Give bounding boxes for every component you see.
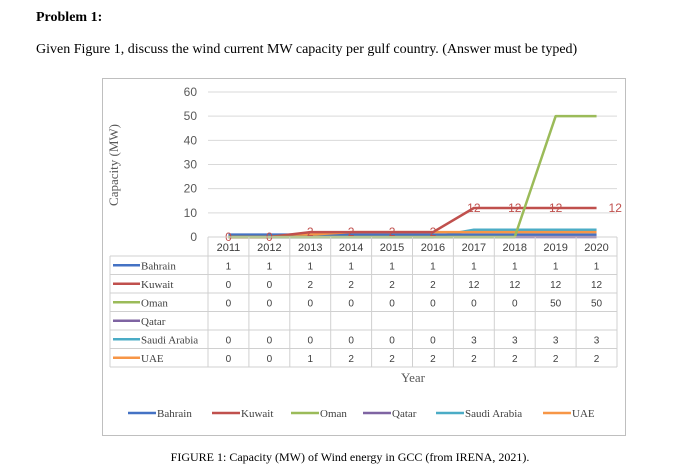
table-cell: 0 [267,298,273,309]
table-cell: 3 [594,335,600,346]
table-cell: 1 [267,261,273,272]
table-cell: 0 [226,280,232,291]
table-cell: 3 [512,335,518,346]
x-tick-label: 2013 [298,242,322,254]
x-tick-label: 2016 [421,242,445,254]
table-row-label: Kuwait [141,279,173,291]
table-cell: 2 [512,354,518,365]
y-tick-label: 60 [184,85,198,99]
table-cell: 0 [430,335,436,346]
table-cell: 0 [348,298,354,309]
table-cell: 50 [550,298,562,309]
table-cell: 0 [389,298,395,309]
table-cell: 0 [267,280,273,291]
figure-caption: FIGURE 1: Capacity (MW) of Wind energy i… [170,450,530,464]
table-cell: 1 [307,354,313,365]
table-cell: 2 [348,280,354,291]
table-cell: 0 [307,335,313,346]
table-cell: 1 [348,261,354,272]
series-line-oman [228,114,597,239]
table-cell: 0 [471,298,477,309]
series-line-kuwait [228,206,597,239]
legend-label: Qatar [392,408,417,420]
table-cell: 2 [553,354,559,365]
table-cell: 1 [512,261,518,272]
table-cell: 2 [348,354,354,365]
table-cell: 12 [550,280,562,291]
x-axis-title: Year [401,370,426,385]
x-tick-label: 2012 [257,242,281,254]
table-row-label: UAE [141,353,164,365]
y-tick-label: 40 [184,133,198,147]
x-tick-label: 2020 [584,242,608,254]
x-tick-label: 2018 [503,242,527,254]
table-cell: 0 [226,335,232,346]
table-cell: 12 [509,280,521,291]
table-cell: 0 [348,335,354,346]
table-row-label: Qatar [141,316,166,328]
table-cell: 2 [307,280,313,291]
table-cell: 0 [430,298,436,309]
table-cell: 50 [591,298,603,309]
table-cell: 2 [430,354,436,365]
table-cell: 0 [389,335,395,346]
table-cell: 0 [226,298,232,309]
x-tick-label: 2014 [339,242,363,254]
table-cell: 0 [226,354,232,365]
chart-frame [102,78,626,436]
question-text: Given Figure 1, discuss the wind current… [36,42,578,57]
data-label-kuwait: 12 [467,201,481,215]
problem-title: Problem 1: [36,10,103,25]
table-cell: 0 [267,335,273,346]
table-cell: 2 [594,354,600,365]
y-tick-label: 50 [184,109,198,123]
table-cell: 1 [594,261,600,272]
table-cell: 2 [430,280,436,291]
table-cell: 12 [468,280,480,291]
data-label-kuwait: 2 [389,225,396,239]
table-row-label: Saudi Arabia [141,334,198,346]
x-tick-label: 2015 [380,242,404,254]
y-axis-title: Capacity (MW) [106,124,121,206]
legend-label: UAE [572,408,595,420]
x-tick-label: 2019 [543,242,567,254]
table-cell: 0 [267,354,273,365]
table-cell: 0 [512,298,518,309]
table-cell: 1 [389,261,395,272]
table-cell: 3 [471,335,477,346]
data-label-kuwait: 12 [549,201,563,215]
legend-label: Kuwait [241,408,273,420]
legend-label: Oman [320,408,347,420]
table-cell: 1 [553,261,559,272]
data-label-kuwait: 2 [348,225,355,239]
table-cell: 12 [591,280,603,291]
table-cell: 2 [389,280,395,291]
y-tick-label: 0 [190,230,197,244]
legend-label: Bahrain [157,408,192,420]
data-label-kuwait: 2 [430,225,437,239]
legend-label: Saudi Arabia [465,408,522,420]
table-cell: 1 [226,261,232,272]
table-cell: 3 [553,335,559,346]
table-row-label: Oman [141,297,168,309]
y-tick-label: 20 [184,182,198,196]
table-cell: 2 [471,354,477,365]
table-row-label: Bahrain [141,260,176,272]
table-cell: 1 [307,261,313,272]
data-label-kuwait: 12 [508,201,522,215]
y-tick-label: 30 [184,158,198,172]
data-label-kuwait: 2 [307,225,314,239]
y-tick-label: 10 [184,206,198,220]
table-cell: 0 [307,298,313,309]
table-cell: 1 [430,261,436,272]
table-cell: 1 [471,261,477,272]
x-tick-label: 2011 [217,242,241,254]
data-label-kuwait: 12 [609,201,623,215]
table-cell: 2 [389,354,395,365]
x-tick-label: 2017 [462,242,486,254]
